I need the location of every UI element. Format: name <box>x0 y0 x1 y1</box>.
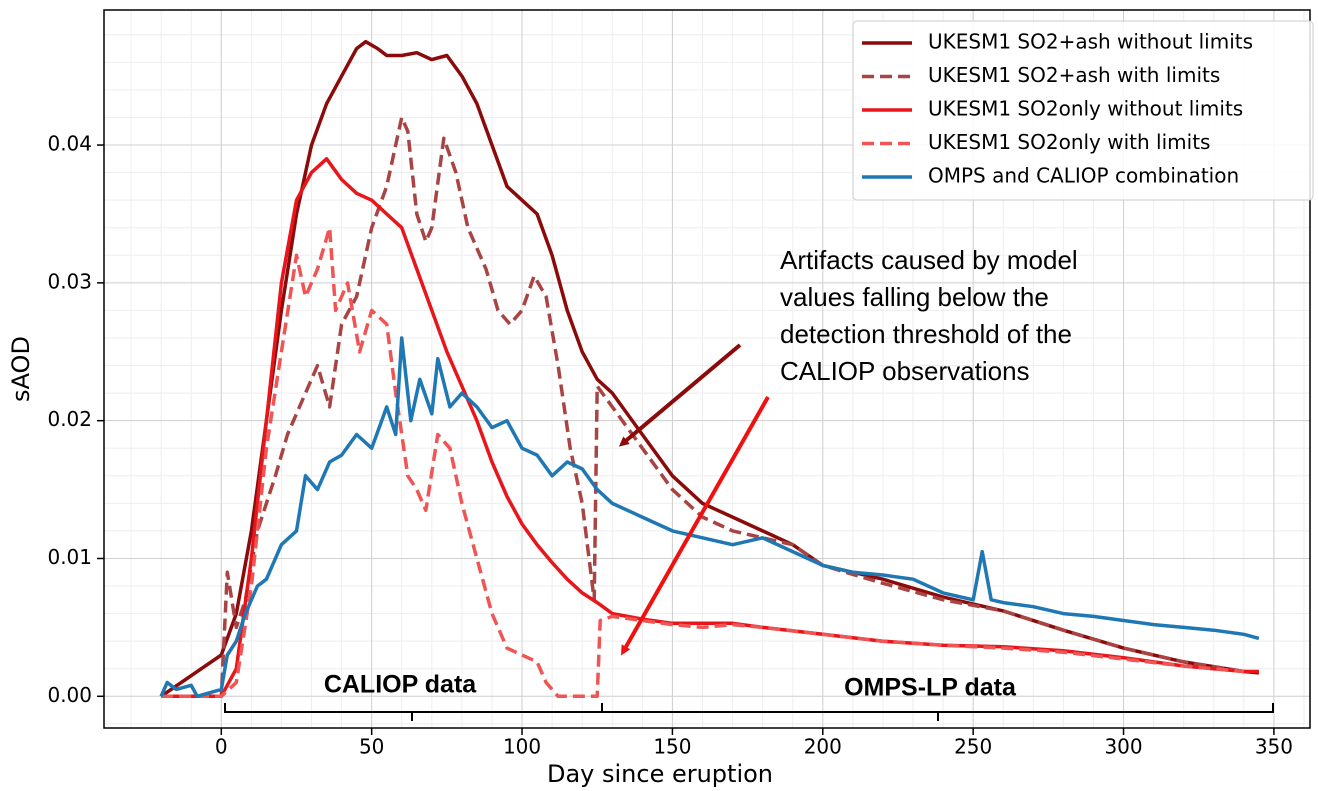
region-brackets: CALIOP data OMPS-LP data <box>224 671 1274 721</box>
y-axis-label: sAOD <box>7 336 35 402</box>
x-tick-label: 50 <box>359 735 384 759</box>
y-tick-label: 0.00 <box>47 683 92 707</box>
x-tick-label: 350 <box>1255 735 1293 759</box>
region-label: CALIOP data <box>324 671 477 699</box>
y-tick-label: 0.01 <box>47 545 92 569</box>
plot-frame <box>103 9 1311 729</box>
x-tick-label: 200 <box>804 735 842 759</box>
x-axis-label: Day since eruption <box>547 760 773 788</box>
legend-label: OMPS and CALIOP combination <box>928 164 1239 188</box>
annotation-line: CALIOP observations <box>780 356 1030 386</box>
x-tick-label: 150 <box>653 735 691 759</box>
legend: UKESM1 SO2+ash without limits UKESM1 SO2+… <box>852 20 1314 201</box>
series-line <box>161 225 1244 699</box>
y-tick-label: 0.04 <box>47 132 92 156</box>
annotation-arrow <box>618 343 742 447</box>
legend-label: UKESM1 SO2+ash without limits <box>928 30 1253 54</box>
annotation: Artifacts caused by model values falling… <box>780 245 1078 386</box>
x-tick-label: 250 <box>954 735 992 759</box>
grid <box>104 10 1310 728</box>
annotation-line: Artifacts caused by model <box>780 245 1078 275</box>
ticks: 0 50 100 150 200 250 300 350 0.00 0.01 0.02 0.03 0.0… <box>47 132 1293 759</box>
lines <box>159 39 1260 699</box>
legend-label: UKESM1 SO2+ash with limits <box>928 63 1220 87</box>
x-tick-label: 100 <box>503 735 541 759</box>
legend-frame <box>852 20 1314 201</box>
annotation-arrow <box>621 396 770 656</box>
series-line <box>159 336 1260 699</box>
series-line <box>160 39 1260 698</box>
bracket <box>224 703 1274 721</box>
annotation-line: detection threshold of the <box>780 319 1072 349</box>
region-label: OMPS-LP data <box>844 674 1017 702</box>
annotation-line: values falling below the <box>780 282 1049 312</box>
y-tick-label: 0.02 <box>47 407 92 431</box>
y-tick-label: 0.03 <box>47 269 92 293</box>
legend-label: UKESM1 SO2only with limits <box>928 130 1210 154</box>
x-tick-label: 300 <box>1104 735 1142 759</box>
x-tick-label: 0 <box>215 735 228 759</box>
series-line <box>161 115 1245 699</box>
legend-label: UKESM1 SO2only without limits <box>928 97 1243 121</box>
